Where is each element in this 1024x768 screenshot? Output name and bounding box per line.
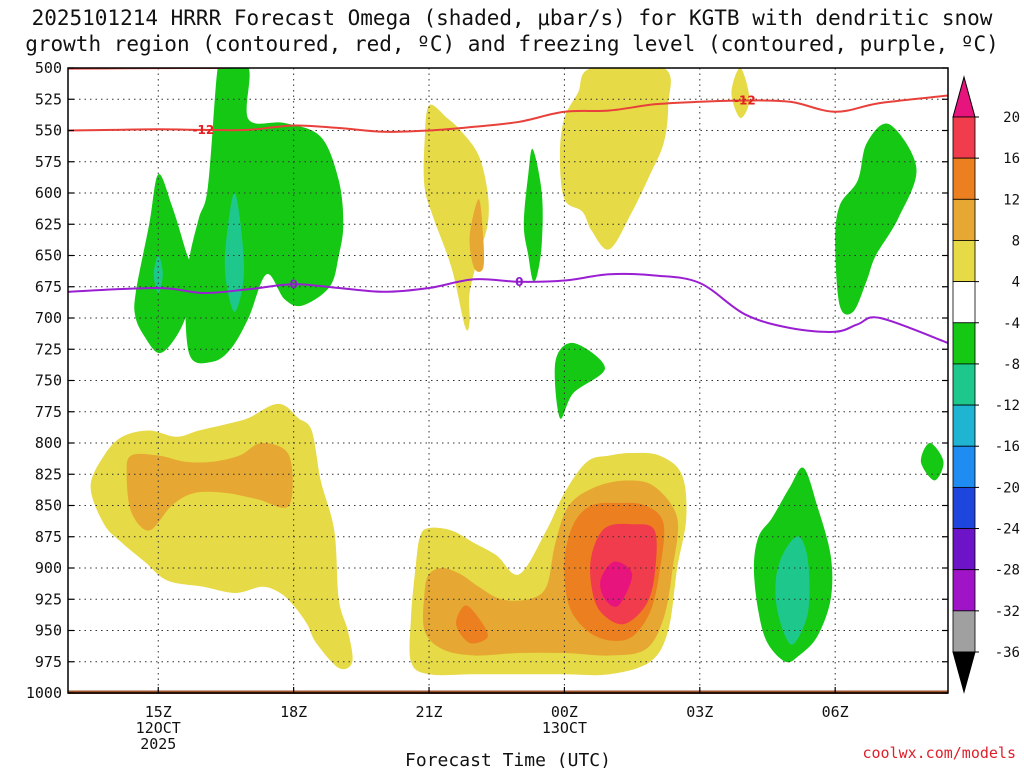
x-tick-label-12-0: 00Z	[551, 703, 578, 721]
omega-region-descent-04z-spike	[731, 68, 750, 119]
x-axis-title: Forecast Time (UTC)	[405, 750, 611, 768]
omega-region-ascent-23z-sliver	[523, 148, 543, 282]
y-tick-label-675: 675	[35, 278, 62, 296]
contour-label-2: 0	[289, 277, 297, 291]
colorbar-label-1: 16	[1003, 151, 1020, 167]
colorbar-label-12: -32	[995, 604, 1020, 620]
y-tick-label-775: 775	[35, 403, 62, 421]
omega-region-descent-22z-core	[469, 199, 485, 272]
y-tick-label-550: 550	[35, 122, 62, 140]
x-tick-label-3-2: 2025	[140, 735, 176, 753]
colorbar-label-13: -36	[995, 645, 1020, 661]
colorbar-band-7	[952, 404, 976, 447]
y-tick-label-575: 575	[35, 153, 62, 171]
x-tick-label-18-0: 06Z	[822, 703, 849, 721]
y-tick-label-900: 900	[35, 559, 62, 577]
contour-label-0: -12	[193, 123, 215, 137]
colorbar-label-2: 12	[1003, 192, 1020, 208]
colorbar-band-0	[952, 116, 976, 159]
colorbar-band-6	[952, 363, 976, 406]
y-tick-label-500: 500	[35, 59, 62, 77]
colorbar-band-8	[952, 445, 976, 488]
colorbar-label-0: 20	[1003, 110, 1020, 126]
y-tick-label-950: 950	[35, 622, 62, 640]
contour-dendritic-growth-isotherm	[68, 94, 948, 133]
omega-region-descent-16z-low-core	[126, 443, 293, 531]
x-tick-label-15-0: 03Z	[686, 703, 713, 721]
colorbar-band-3	[952, 240, 976, 283]
omega-region-descent-22z-plume	[423, 104, 489, 331]
y-tick-label-1000: 1000	[26, 684, 62, 702]
colorbar-top-arrow	[952, 75, 976, 118]
y-tick-label-825: 825	[35, 465, 62, 483]
y-tick-label-525: 525	[35, 90, 62, 108]
y-axis: 500 525 550 575 600 625 650 675 700 725 750 775 800 8…	[26, 59, 948, 702]
colorbar-label-6: -8	[1003, 357, 1020, 373]
contour-label-3: 0	[515, 275, 523, 289]
omega-region-ascent-05z-low-core	[775, 536, 810, 645]
y-tick-label-925: 925	[35, 590, 62, 608]
omega-region-descent-22z-low-core	[456, 605, 488, 644]
y-tick-label-600: 600	[35, 184, 62, 202]
colorbar-bottom-arrow	[952, 651, 976, 694]
x-tick-label-3-1: 12OCT	[136, 719, 181, 737]
y-tick-label-700: 700	[35, 309, 62, 327]
colorbar-label-10: -24	[995, 522, 1020, 538]
contour-freezing-level	[68, 272, 948, 344]
omega-region-ascent-17z-core	[224, 192, 244, 312]
colorbar-label-9: -20	[995, 480, 1020, 496]
credit-link[interactable]: coolwx.com/models	[862, 744, 1016, 762]
colorbar-label-8: -16	[995, 439, 1020, 455]
colorbar-band-9	[952, 486, 976, 529]
x-tick-label-12-1: 13OCT	[542, 719, 587, 737]
omega-region-ascent-15z-core	[153, 255, 163, 293]
omega-region-ascent-17z-block	[185, 68, 344, 364]
colorbar-band-10	[952, 528, 976, 571]
y-tick-label-650: 650	[35, 247, 62, 265]
colorbar-label-5: -4	[1003, 316, 1020, 332]
contour-label-1: -12	[734, 94, 756, 108]
x-tick-label-6-0: 18Z	[280, 703, 307, 721]
y-tick-label-975: 975	[35, 653, 62, 671]
omega-region-descent-01z-peak	[600, 561, 633, 607]
colorbar-band-4	[952, 281, 976, 324]
colorbar-label-4: 4	[1012, 275, 1020, 291]
temperature-contours: -12 -12 0 0	[68, 68, 948, 344]
chart-title-line-1: 2025101214 HRRR Forecast Omega (shaded, …	[32, 6, 993, 30]
omega-region-descent-00z-plume	[559, 68, 671, 250]
chart-title-line-2: growth region (contoured, red, ºC) and f…	[25, 32, 999, 56]
x-tick-label-3-0: 15Z	[145, 703, 172, 721]
colorbar-label-11: -28	[995, 563, 1020, 579]
x-tick-label-9-0: 21Z	[415, 703, 442, 721]
colorbar-band-2	[952, 198, 976, 241]
omega-region-ascent-06z-block	[835, 123, 917, 315]
y-tick-label-625: 625	[35, 215, 62, 233]
y-tick-label-750: 750	[35, 372, 62, 390]
colorbar-label-7: -12	[995, 398, 1020, 414]
colorbar-label-3: 8	[1012, 233, 1020, 249]
omega-region-ascent-15z-column	[134, 173, 195, 354]
colorbar-band-1	[952, 157, 976, 200]
y-tick-label-725: 725	[35, 340, 62, 358]
colorbar-band-12	[952, 610, 976, 653]
colorbar: 20 16 12 8 4 -4 -8 -12 -16 -20 -24 -28 -32 -36	[952, 75, 1020, 694]
grid-lines	[68, 68, 948, 693]
y-tick-label-850: 850	[35, 497, 62, 515]
y-tick-label-875: 875	[35, 528, 62, 546]
colorbar-band-11	[952, 569, 976, 612]
omega-shaded-regions	[90, 68, 944, 676]
colorbar-band-5	[952, 322, 976, 365]
omega-region-ascent-07z-blob	[920, 443, 944, 481]
y-tick-label-800: 800	[35, 434, 62, 452]
